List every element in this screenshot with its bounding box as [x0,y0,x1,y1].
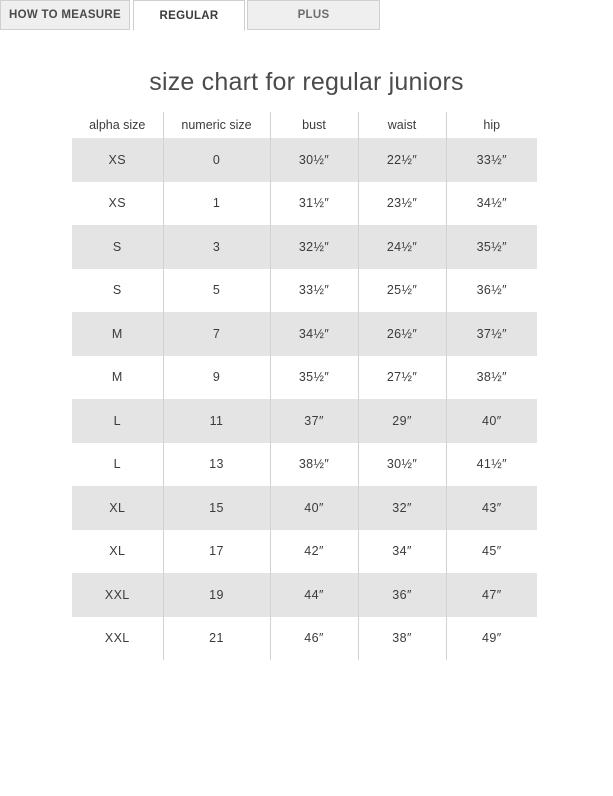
cell-numeric-size: 3 [162,225,270,269]
cell-waist: 23½″ [357,181,446,225]
cell-numeric-size: 19 [162,573,270,617]
table-row: XL 15 40″ 32″ 43″ [72,486,537,530]
cell-alpha-size: L [72,442,163,486]
tab-regular[interactable]: REGULAR [133,0,245,31]
cell-bust: 33½″ [269,268,358,312]
cell-bust: 31½″ [269,181,358,225]
table-body: XS 0 30½″ 22½″ 33½″ XS 1 31½″ 23½″ 34½″ … [72,138,537,660]
cell-waist: 32″ [357,486,446,530]
cell-waist: 27½″ [357,355,446,399]
cell-bust: 30½″ [269,138,358,182]
cell-bust: 37″ [269,399,358,443]
column-header-bust: bust [269,112,358,138]
table-header: alpha size numeric size bust waist hip [72,112,537,138]
tab-plus[interactable]: PLUS [247,0,380,30]
column-header-hip: hip [445,112,537,138]
size-chart-table: alpha size numeric size bust waist hip X… [72,112,537,660]
table-row: XS 1 31½″ 23½″ 34½″ [72,181,537,225]
tab-how-to-measure[interactable]: HOW TO MEASURE [0,0,130,30]
cell-hip: 43″ [445,486,537,530]
cell-alpha-size: M [72,312,163,356]
cell-alpha-size: S [72,268,163,312]
cell-waist: 26½″ [357,312,446,356]
cell-hip: 35½″ [445,225,537,269]
column-header-numeric-size: numeric size [162,112,270,138]
cell-waist: 34″ [357,529,446,573]
table-row: XS 0 30½″ 22½″ 33½″ [72,138,537,182]
table-row: M 7 34½″ 26½″ 37½″ [72,312,537,356]
cell-waist: 25½″ [357,268,446,312]
cell-waist: 29″ [357,399,446,443]
column-header-waist: waist [357,112,446,138]
cell-numeric-size: 9 [162,355,270,399]
cell-hip: 38½″ [445,355,537,399]
cell-hip: 49″ [445,616,537,660]
cell-waist: 38″ [357,616,446,660]
cell-numeric-size: 15 [162,486,270,530]
table-row: M 9 35½″ 27½″ 38½″ [72,355,537,399]
table-row: XXL 21 46″ 38″ 49″ [72,616,537,660]
size-chart-tabbar: HOW TO MEASURE REGULAR PLUS [0,0,613,33]
cell-bust: 38½″ [269,442,358,486]
cell-bust: 35½″ [269,355,358,399]
cell-waist: 22½″ [357,138,446,182]
cell-bust: 44″ [269,573,358,617]
cell-numeric-size: 17 [162,529,270,573]
cell-alpha-size: L [72,399,163,443]
cell-alpha-size: S [72,225,163,269]
cell-numeric-size: 13 [162,442,270,486]
page-title: size chart for regular juniors [149,68,464,96]
cell-waist: 36″ [357,573,446,617]
table-row: L 11 37″ 29″ 40″ [72,399,537,443]
cell-waist: 30½″ [357,442,446,486]
cell-alpha-size: XXL [72,573,163,617]
cell-hip: 33½″ [445,138,537,182]
cell-bust: 40″ [269,486,358,530]
cell-hip: 40″ [445,399,537,443]
cell-bust: 32½″ [269,225,358,269]
cell-numeric-size: 7 [162,312,270,356]
cell-bust: 34½″ [269,312,358,356]
cell-hip: 34½″ [445,181,537,225]
cell-numeric-size: 21 [162,616,270,660]
cell-hip: 36½″ [445,268,537,312]
cell-hip: 41½″ [445,442,537,486]
column-header-alpha-size: alpha size [72,112,163,138]
cell-numeric-size: 5 [162,268,270,312]
cell-alpha-size: XL [72,486,163,530]
cell-alpha-size: XS [72,181,163,225]
cell-numeric-size: 0 [162,138,270,182]
cell-alpha-size: XXL [72,616,163,660]
cell-hip: 47″ [445,573,537,617]
cell-hip: 37½″ [445,312,537,356]
table-row: XXL 19 44″ 36″ 47″ [72,573,537,617]
cell-bust: 46″ [269,616,358,660]
table-row: XL 17 42″ 34″ 45″ [72,529,537,573]
cell-numeric-size: 11 [162,399,270,443]
table-row: S 5 33½″ 25½″ 36½″ [72,268,537,312]
cell-waist: 24½″ [357,225,446,269]
table-row: S 3 32½″ 24½″ 35½″ [72,225,537,269]
cell-hip: 45″ [445,529,537,573]
cell-numeric-size: 1 [162,181,270,225]
cell-bust: 42″ [269,529,358,573]
table-header-row: alpha size numeric size bust waist hip [72,112,537,138]
cell-alpha-size: M [72,355,163,399]
table-row: L 13 38½″ 30½″ 41½″ [72,442,537,486]
size-chart-container: alpha size numeric size bust waist hip X… [72,112,537,660]
cell-alpha-size: XS [72,138,163,182]
cell-alpha-size: XL [72,529,163,573]
